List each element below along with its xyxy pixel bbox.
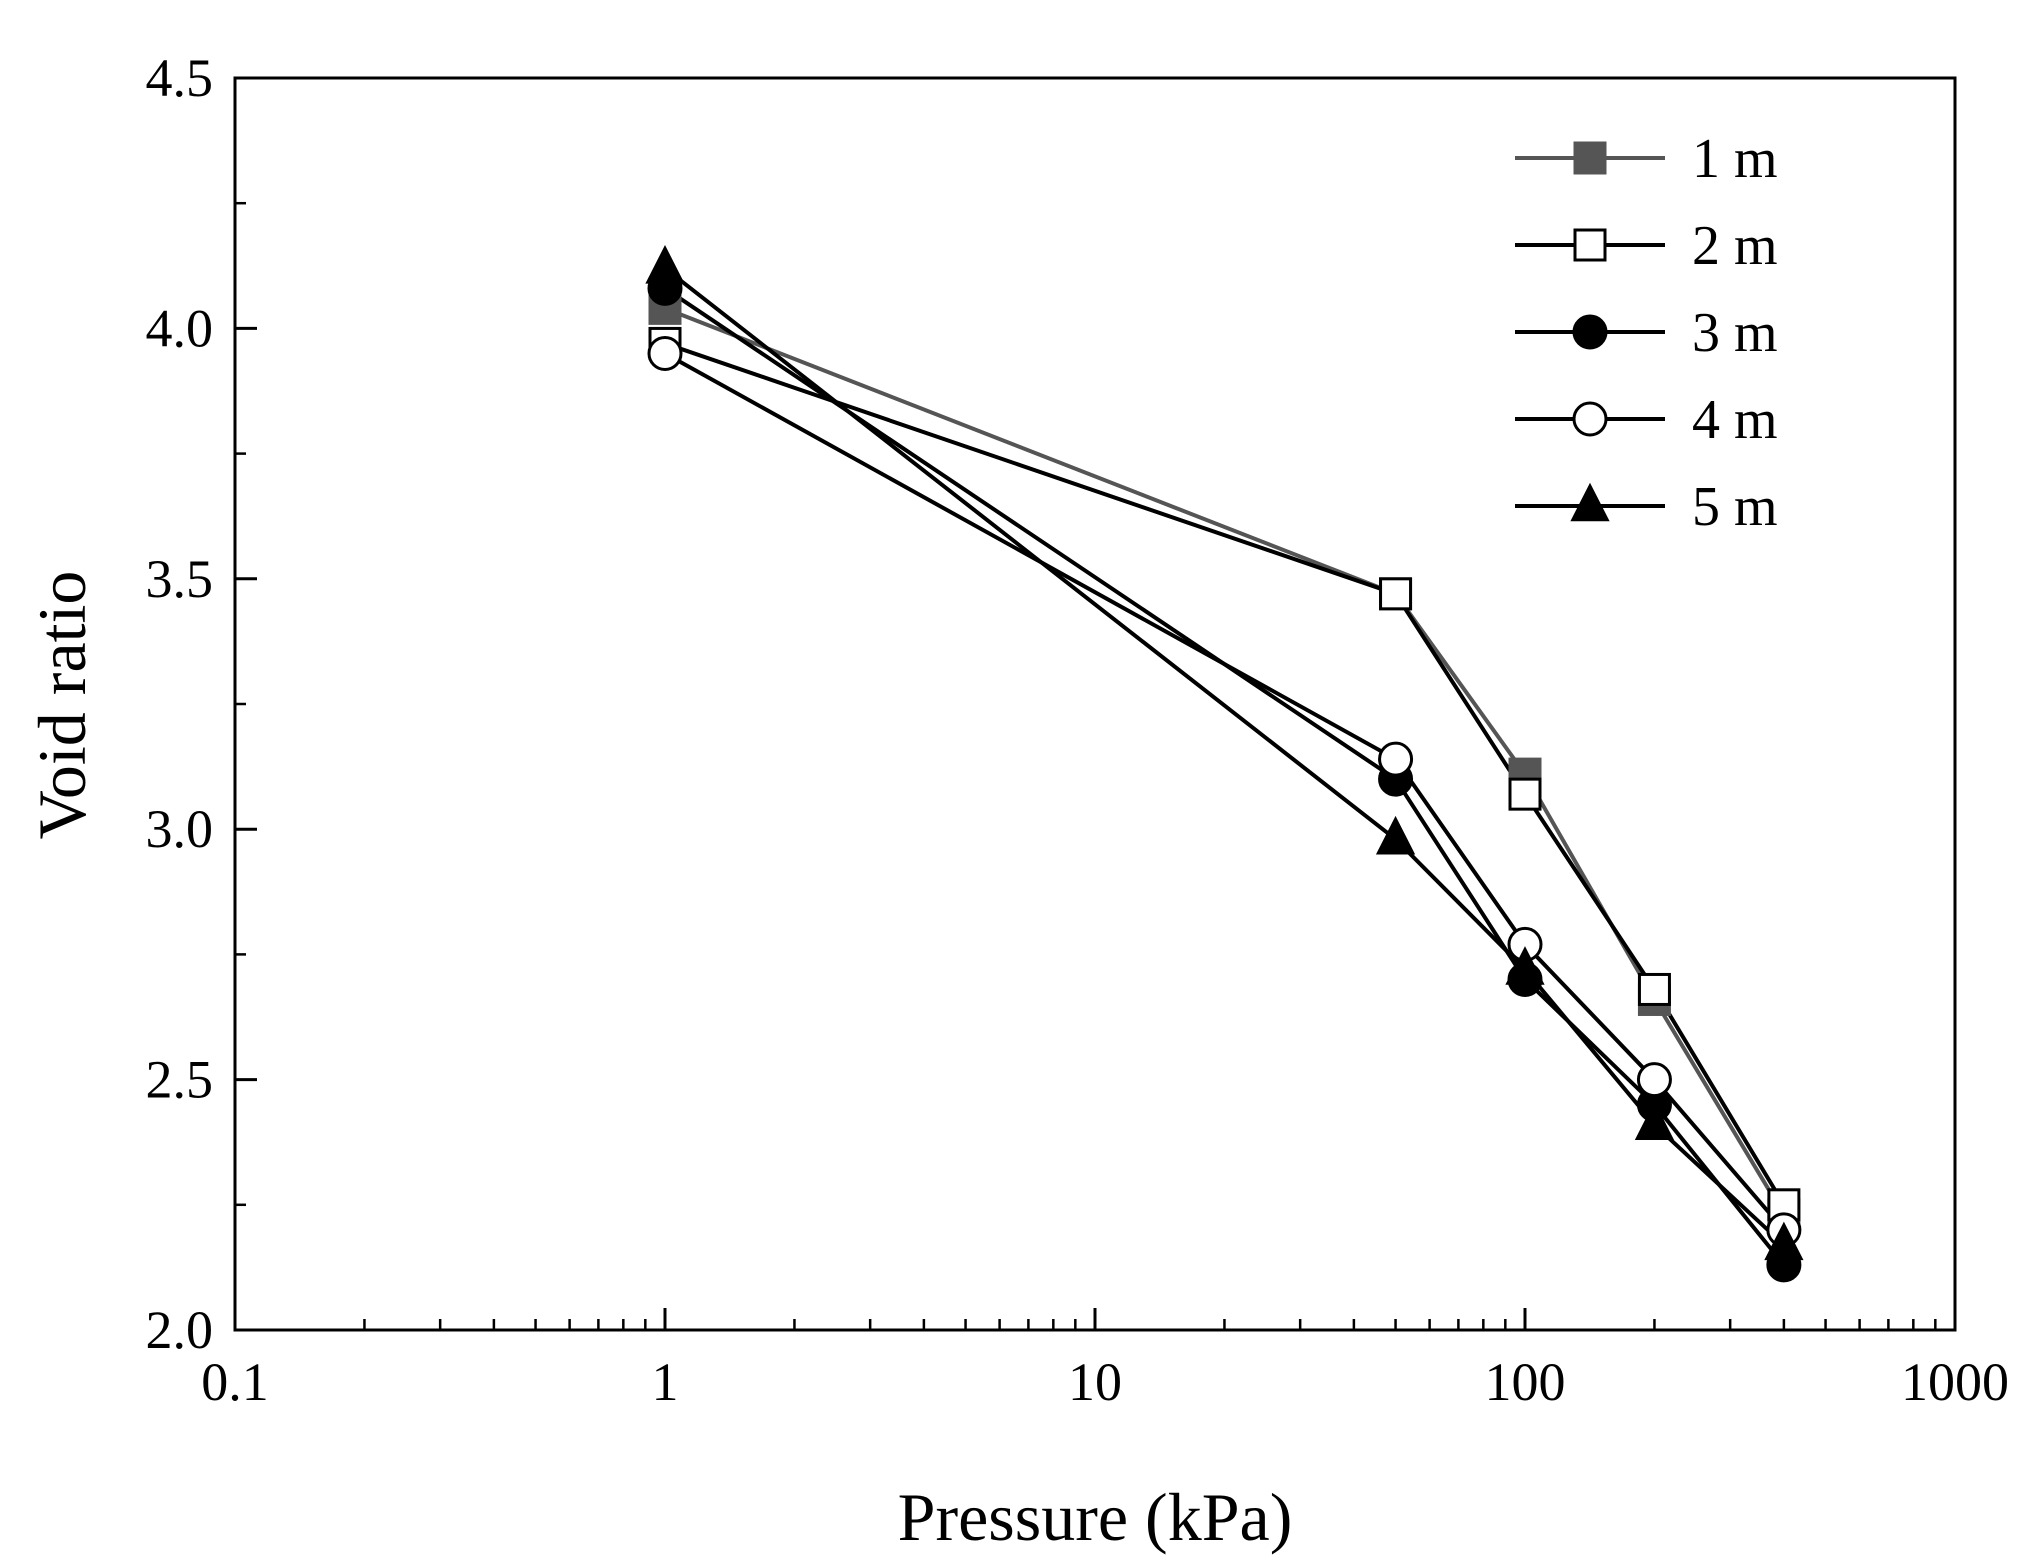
legend-marker	[1572, 401, 1608, 437]
legend-label: 4 m	[1692, 389, 1778, 451]
series-layer	[645, 245, 1804, 1283]
legend-marker	[1570, 482, 1610, 522]
data-point	[1636, 1062, 1672, 1098]
legend-entry: 2 m	[1515, 215, 1778, 277]
x-axis: 0.1 1 10 100 1000	[201, 1308, 2009, 1412]
series-markers-3m	[647, 270, 1802, 1283]
data-point	[1379, 577, 1413, 611]
x-tick-label: 10	[1068, 1352, 1122, 1412]
data-point	[1764, 1221, 1804, 1261]
series-4m	[664, 351, 1786, 1232]
data-point	[1505, 946, 1545, 985]
data-point	[1637, 972, 1671, 1006]
legend-entry: 4 m	[1515, 389, 1778, 451]
legend-entry: 1 m	[1515, 128, 1778, 190]
y-axis: 2.0 2.5 3.0 3.5 4.0 4.5	[146, 48, 257, 1360]
legend-entry: 3 m	[1515, 302, 1778, 364]
legend-label: 1 m	[1692, 128, 1778, 190]
series-markers-4m	[647, 335, 1802, 1248]
legend-marker	[1573, 228, 1607, 262]
series-line	[663, 286, 1786, 1267]
legend-marker	[1573, 141, 1607, 175]
y-axis-title: Void ratio	[24, 571, 100, 840]
y-tick-label: 3.0	[146, 799, 214, 859]
legend: 1 m 2 m 3 m 4 m 5 m	[1515, 128, 1778, 538]
series-line	[663, 266, 1786, 1247]
y-tick-label: 4.5	[146, 48, 214, 108]
data-point	[1634, 1101, 1675, 1140]
data-point	[1508, 777, 1542, 811]
legend-label: 3 m	[1692, 302, 1778, 364]
y-tick-label: 2.5	[146, 1050, 214, 1110]
x-tick-label: 1	[652, 1352, 679, 1412]
legend-label: 2 m	[1692, 215, 1778, 277]
data-point	[647, 335, 683, 371]
data-point	[1378, 741, 1414, 777]
data-point	[1375, 815, 1416, 855]
series-markers-5m	[645, 245, 1804, 1261]
legend-marker	[1572, 314, 1608, 350]
series-line	[664, 351, 1786, 1232]
x-tick-label: 1000	[1901, 1352, 2009, 1412]
series-markers-2m	[648, 326, 1801, 1222]
series-5m	[663, 266, 1786, 1247]
y-tick-label: 2.0	[146, 1300, 214, 1360]
data-point	[645, 245, 685, 284]
x-tick-label: 100	[1485, 1352, 1566, 1412]
x-axis-title: Pressure (kPa)	[898, 1479, 1293, 1555]
series-3m	[663, 286, 1786, 1267]
legend-entry: 5 m	[1515, 476, 1778, 538]
y-tick-label: 3.5	[146, 549, 214, 609]
y-tick-label: 4.0	[146, 298, 214, 358]
legend-label: 5 m	[1692, 476, 1778, 538]
x-tick-label: 0.1	[201, 1352, 269, 1412]
